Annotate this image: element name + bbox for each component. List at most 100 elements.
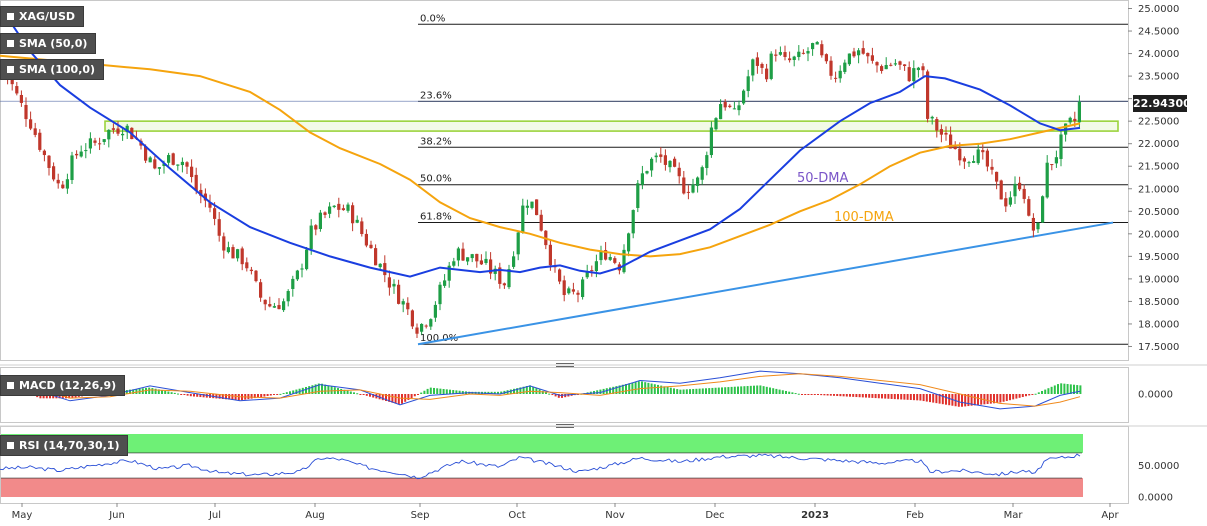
macd-histogram-bar (865, 394, 867, 398)
macd-histogram-bar (775, 388, 778, 394)
macd-histogram-bar (900, 394, 903, 400)
main-panel-frame (0, 0, 1129, 361)
macd-tick-label: 0.0000 (1138, 390, 1173, 401)
candle (111, 123, 115, 134)
macd-histogram-bar (314, 384, 317, 394)
candle-body (755, 57, 759, 66)
macd-histogram-bar (545, 392, 547, 394)
candle (29, 111, 33, 131)
candle (121, 128, 125, 141)
symbol-legend[interactable]: XAG/USD (0, 6, 85, 27)
sma50-marker-icon (7, 40, 14, 47)
candle-body (958, 148, 962, 161)
candle-body (824, 54, 828, 62)
candle (282, 298, 286, 312)
candle (33, 122, 37, 138)
candle (755, 52, 759, 74)
candle (576, 290, 580, 303)
candle-body (415, 327, 419, 334)
macd-histogram-bar (535, 388, 538, 394)
macd-legend[interactable]: MACD (12,26,9) (0, 375, 126, 396)
macd-histogram-bar (698, 388, 701, 394)
candle-body (512, 256, 516, 267)
macd-histogram-bar (791, 392, 794, 394)
candle-body (663, 155, 667, 165)
macd-marker-icon (7, 382, 14, 389)
macd-histogram-bar (740, 386, 743, 394)
candle (180, 157, 184, 173)
candle (392, 279, 396, 294)
macd-histogram-bar (964, 394, 967, 407)
macd-histogram-bar (673, 388, 675, 394)
macd-histogram-bar (154, 388, 157, 394)
candle (714, 117, 718, 131)
candle-body (953, 146, 957, 150)
candle-body (240, 248, 244, 265)
macd-histogram-bar (1053, 385, 1056, 394)
candle-body (820, 44, 824, 56)
candle (650, 157, 654, 177)
macd-histogram-bar (769, 387, 771, 394)
candle-body (636, 183, 640, 208)
macd-histogram-bar (426, 388, 429, 394)
macd-histogram-bar (1009, 394, 1011, 401)
candle-body (355, 219, 359, 223)
candle-body (456, 248, 460, 261)
candles-group (1, 40, 1081, 339)
candle (424, 324, 428, 329)
candle-body (682, 177, 686, 194)
candle (944, 126, 948, 141)
candle-body (916, 67, 920, 71)
candle-body (949, 134, 953, 149)
candle-body (300, 268, 304, 270)
macd-histogram-bar (58, 394, 61, 399)
macd-histogram-bar (423, 390, 426, 394)
macd-histogram-bar (260, 394, 263, 398)
macd-histogram-bar (228, 394, 231, 400)
macd-histogram-bar (500, 391, 503, 394)
macd-histogram-bar (986, 394, 989, 404)
candle-body (479, 260, 483, 265)
candle (314, 224, 318, 236)
macd-histogram-bar (381, 394, 384, 401)
candle-body (847, 53, 851, 65)
candle (613, 256, 617, 265)
macd-histogram (1, 381, 1082, 407)
candle-body (778, 52, 782, 55)
candle (1036, 222, 1040, 234)
candle-body (815, 42, 819, 45)
sma50-legend[interactable]: SMA (50,0) (0, 33, 97, 54)
candle-body (98, 143, 102, 145)
macd-histogram-bar (321, 383, 323, 394)
sma100-legend[interactable]: SMA (100,0) (0, 59, 105, 80)
candle (926, 69, 930, 123)
macd-histogram-bar (653, 384, 656, 394)
macd-histogram-bar (1060, 383, 1063, 394)
macd-histogram-bar (1002, 394, 1005, 402)
candle-body (645, 171, 649, 174)
candle-body (548, 244, 552, 266)
rsi-legend[interactable]: RSI (14,70,30,1) (0, 435, 129, 456)
panel-resize-handle-1[interactable] (0, 424, 1207, 428)
x-tick-label: May (12, 510, 33, 521)
y-tick-label: 24.5000 (1138, 27, 1179, 38)
candle-body (797, 51, 801, 58)
candle (447, 261, 451, 288)
macd-histogram-bar (842, 394, 845, 397)
candle (627, 232, 631, 257)
macd-histogram-bar (663, 386, 666, 394)
macd-histogram-bar (884, 394, 887, 399)
candle (470, 253, 474, 263)
macd-histogram-bar (1031, 394, 1034, 395)
sma50-line (0, 5, 1081, 278)
candle-body (622, 249, 626, 273)
candle-body (562, 280, 566, 296)
macd-histogram-bar (836, 394, 839, 397)
y-tick-label: 25.0000 (1138, 4, 1179, 15)
macd-histogram-bar (1018, 394, 1021, 398)
macd-histogram-bar (257, 394, 259, 398)
panel-resize-handle-0[interactable] (0, 363, 1207, 367)
macd-histogram-bar (1037, 392, 1040, 394)
candle (88, 132, 92, 154)
